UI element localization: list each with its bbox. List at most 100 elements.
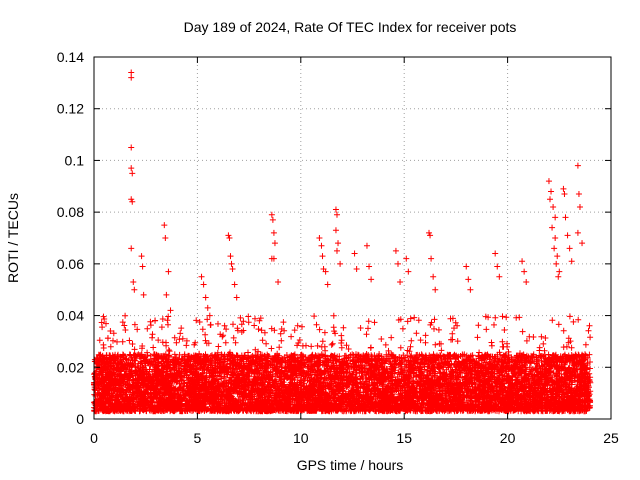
roti-point [332,227,339,234]
roti-point [351,250,358,257]
x-tick-label: 25 [603,430,619,446]
roti-point [198,273,205,280]
roti-point [233,294,240,301]
roti-point [427,232,434,239]
roti-point [496,273,503,280]
roti-point [322,268,329,275]
roti-point [519,258,526,265]
roti-point [523,278,530,285]
roti-point [397,278,404,285]
x-tick-label: 20 [500,430,516,446]
y-tick-label: 0.12 [57,101,84,117]
roti-point [129,198,136,205]
roti-point [128,245,135,252]
roti-point [131,286,138,293]
roti-point [550,203,557,210]
plot-frame [93,56,612,420]
y-tick-label: 0.14 [57,49,84,65]
y-axis-label: ROTI / TECUs [5,193,21,283]
roti-point [332,206,339,213]
roti-point [366,263,373,270]
y-tick-label: 0.04 [57,308,84,324]
roti-point [549,224,556,231]
roti-point [560,185,567,192]
x-tick-label: 10 [293,430,309,446]
roti-point [465,276,472,283]
y-tick-label: 0.1 [65,152,85,168]
roti-point [227,253,234,260]
roti-point [318,242,325,249]
roti-point [200,281,207,288]
roti-point [165,268,172,275]
roti-point [337,260,344,267]
roti-point [324,281,331,288]
x-tick-label: 5 [194,430,202,446]
roti-point [467,286,474,293]
roti-point [552,235,559,241]
roti-point [353,266,360,273]
roti-point [554,253,561,260]
y-tick-label: 0.02 [57,359,84,375]
roti-point [275,278,282,285]
data-points [91,69,594,415]
roti-point [551,245,558,252]
roti-point [316,235,323,241]
roti-point [394,260,401,267]
roti-point [128,74,135,81]
roti-point [428,255,435,262]
roti-point [129,170,136,177]
roti-point [128,144,135,151]
roti-point [494,263,501,270]
roti-point [163,291,170,298]
roti-point [463,263,470,270]
roti-point [228,260,235,267]
roti-point [271,240,278,247]
roti-point [225,232,232,239]
roti-point [268,211,275,218]
roti-point [492,250,499,257]
roti-point [548,188,555,195]
roti-point [562,214,569,221]
roti-point [432,286,439,293]
x-axis-label: GPS time / hours [297,457,404,473]
roti-point [162,235,169,241]
grid-lines [94,57,611,419]
roti-point [564,232,571,239]
roti-point [363,242,370,249]
roti-point [521,268,528,275]
roti-point [575,191,582,198]
roti-point [269,216,276,223]
y-tick-label: 0.06 [57,256,84,272]
roti-point [231,281,238,288]
x-tick-labels: 0 5 10 15 20 25 [90,430,619,446]
roti-point [140,291,147,298]
roti-point [579,240,586,247]
roti-point [130,278,137,285]
roti-point [546,196,553,203]
roti-point [561,191,568,198]
roti-point [128,69,135,76]
roti-point [138,253,145,260]
roti-point [202,294,209,301]
roti-point [566,245,573,252]
roti-point [403,255,410,262]
roti-point [368,276,375,283]
roti-point [229,266,236,273]
y-tick-label: 0.08 [57,204,84,220]
roti-point [333,247,340,254]
roti-point [270,255,277,262]
roti-point [576,203,583,210]
roti-point [552,214,559,221]
roti-point [426,229,433,236]
chart-title: Day 189 of 2024, Rate Of TEC Index for r… [184,19,517,35]
roti-point [555,273,562,280]
roti-band-points [91,312,594,415]
roti-point [319,253,326,260]
y-tick-labels: 0 0.02 0.04 0.06 0.08 0.1 0.12 0.14 [57,49,84,427]
roti-point [139,263,146,270]
roti-point [128,196,135,203]
axis-ticks [93,56,612,420]
roti-point [167,307,174,314]
roti-point [556,268,563,275]
